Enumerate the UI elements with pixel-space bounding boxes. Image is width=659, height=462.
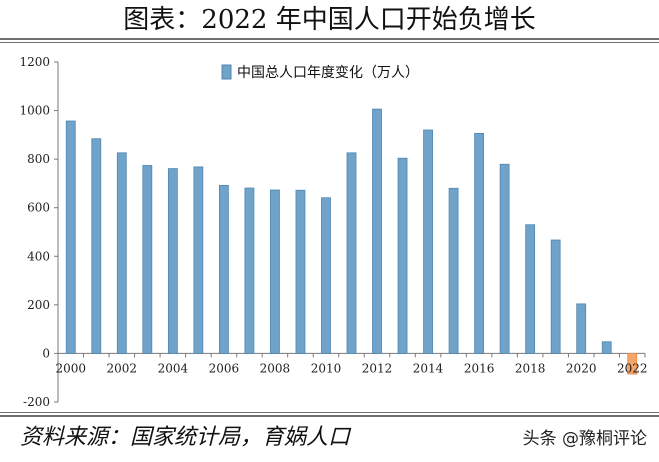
bar-2000 [65,120,76,354]
source-note: 资料来源：国家统计局，育娲人口 [20,425,351,450]
title-rule-thin [0,42,659,43]
x-tick-label: 2012 [362,361,393,375]
footer-rule-thick [0,415,659,417]
x-tick-label: 2002 [107,361,138,375]
y-tick-label: -200 [23,395,50,409]
bar-2008 [270,189,280,354]
bar-2016 [474,133,485,354]
bar-2007 [244,187,255,354]
bar-2009 [295,189,306,354]
bar-2021 [601,341,612,354]
watermark: 头条 @豫桐评论 [522,429,647,449]
title-rule-thick [0,38,659,40]
bar-2010 [321,197,331,354]
chart-tick-labels: -200 0 200 400 600 800 1000 1200 2000 2002 2004 200… [19,55,647,409]
bar-2006 [218,184,229,354]
bar-2004 [167,168,178,354]
bar-2020 [576,303,587,354]
x-tick-label: 2006 [209,361,240,375]
y-tick-label: 800 [27,152,50,166]
bar-2014 [423,129,433,354]
bar-2012 [372,108,382,354]
page-title: 图表：2022 年中国人口开始负增长 [123,5,536,35]
legend-label: 中国总人口年度变化（万人） [237,65,419,81]
bar-2015 [448,187,459,354]
x-tick-label: 2010 [311,361,342,375]
chart-axes [54,61,646,403]
y-tick-label: 1200 [19,55,50,69]
x-tick-label: 2000 [55,361,86,375]
legend-swatch [221,64,232,80]
y-tick-label: 600 [27,201,50,215]
bar-2019 [550,239,561,354]
bar-2018 [525,224,536,354]
x-tick-label: 2014 [413,361,444,375]
x-tick-label: 2004 [158,361,189,375]
bar-2022 [627,353,638,375]
y-tick-label: 1000 [19,104,50,118]
chart-legend: 中国总人口年度变化（万人） [221,64,419,81]
y-tick-label: 400 [27,249,50,263]
bar-2002 [116,152,127,354]
x-tick-label: 2008 [260,361,291,375]
y-tick-label: 0 [42,346,50,360]
chart-bars [65,108,638,375]
bar-2003 [142,165,153,354]
y-tick-label: 200 [27,298,50,312]
footer-rule-thin [0,412,659,413]
bar-2005 [193,166,204,354]
bar-2011 [346,152,357,354]
population-change-bar-chart: -200 0 200 400 600 800 1000 1200 2000 2002 2004 200… [19,55,647,409]
bar-2013 [397,157,408,354]
x-tick-label: 2018 [515,361,546,375]
x-tick-label: 2020 [566,361,597,375]
x-tick-label: 2016 [464,361,495,375]
x-tick-label: 2022 [617,361,648,375]
bar-2001 [91,138,102,354]
bar-2017 [499,163,510,354]
